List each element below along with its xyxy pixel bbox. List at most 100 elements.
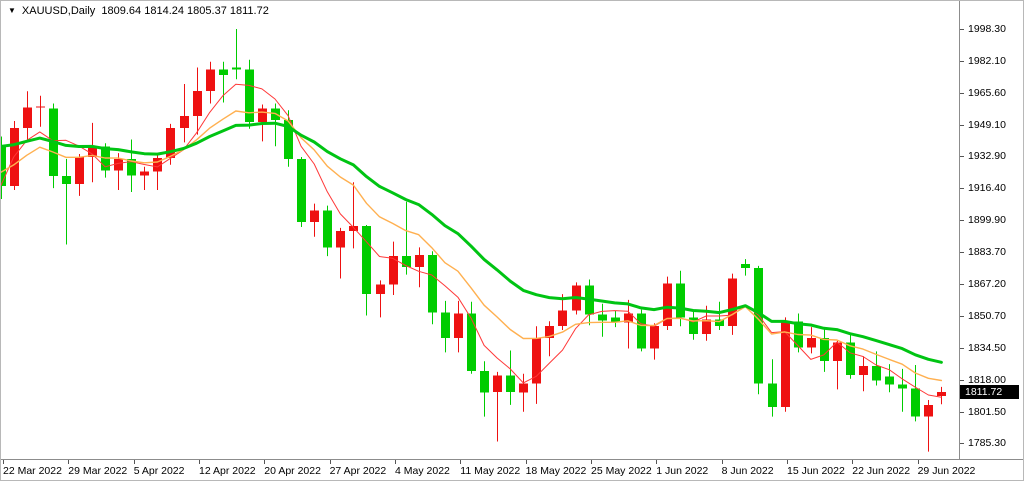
price-axis-tick (960, 284, 964, 285)
candle-body (754, 267, 763, 384)
candle-body (702, 319, 711, 334)
candle-body (807, 337, 816, 348)
candle-body (258, 108, 267, 122)
time-axis-label: 1 Jun 2022 (656, 465, 709, 477)
candle-body (480, 370, 489, 393)
candle-body (166, 127, 175, 158)
candle-body (781, 321, 790, 407)
time-axis-label: 29 Mar 2022 (68, 465, 128, 477)
time-axis-tick (199, 460, 200, 464)
price-axis-label: 1883.70 (968, 245, 1006, 258)
candle-body (362, 226, 371, 295)
candle-body (532, 337, 541, 384)
price-axis-tick (960, 188, 964, 190)
price-axis-label: 1801.50 (968, 405, 1006, 418)
candle-body (467, 313, 476, 371)
price-axis-label: 1818.00 (968, 373, 1006, 386)
time-axis-tick (721, 460, 723, 464)
candle-body (402, 256, 411, 267)
price-axis-label: 1834.50 (968, 341, 1006, 354)
candle-body (506, 375, 515, 393)
price-axis-label: 1949.10 (968, 118, 1006, 131)
candle-body (389, 256, 398, 285)
price-axis-tick (960, 92, 964, 94)
price-axis-label: 1899.90 (968, 214, 1006, 227)
price-axis-label: 1965.60 (968, 86, 1006, 99)
price-axis-tick (960, 29, 964, 30)
price-axis-tick (960, 347, 964, 349)
time-axis-tick (3, 460, 4, 464)
candle-body (62, 175, 71, 185)
time-axis-tick (656, 460, 658, 464)
chart-title: ▼ XAUUSD,Daily 1809.64 1814.24 1805.37 18… (8, 5, 269, 17)
candle-body (650, 326, 659, 349)
time-axis-label: 25 May 2022 (591, 465, 652, 477)
candle-body (140, 171, 149, 176)
time-axis-label: 18 May 2022 (525, 465, 587, 477)
candle-body (637, 313, 646, 349)
current-price-badge: 1811.72 (960, 384, 1019, 399)
chart-symbol-label: XAUUSD,Daily (21, 5, 96, 17)
symbol-dropdown-icon[interactable]: ▼ (8, 6, 16, 15)
candle-body (323, 210, 332, 248)
candle-body (898, 384, 907, 389)
price-axis-label: 1932.90 (968, 150, 1006, 163)
candle-body (206, 69, 215, 91)
price-axis-tick (960, 124, 964, 126)
time-axis-label: 22 Jun 2022 (852, 465, 911, 477)
candle-body (88, 146, 97, 157)
ma-slow-line (1, 121, 943, 364)
candle-body (284, 120, 293, 159)
time-axis-tick (591, 460, 592, 464)
price-axis-tick (960, 220, 964, 222)
price-axis-label: 1982.10 (968, 54, 1006, 67)
candle-body (924, 404, 933, 417)
price-axis-label: 1785.30 (968, 437, 1006, 450)
price-axis-label: 1916.40 (968, 182, 1006, 195)
candle-body (768, 383, 777, 407)
ma-mid-line (1, 110, 943, 382)
price-axis-label: 1998.30 (968, 23, 1006, 35)
time-axis-label: 11 May 2022 (460, 465, 521, 477)
candle-body (911, 388, 920, 417)
candle-body (598, 314, 607, 321)
time-axis-tick (264, 460, 266, 464)
candle-body (75, 157, 84, 185)
candle-body (245, 69, 254, 122)
price-axis-tick (960, 251, 964, 253)
candle-body (153, 157, 162, 172)
chart-ohlc-values: 1809.64 1814.24 1805.37 1811.72 (101, 5, 269, 17)
candle-body (114, 158, 123, 171)
candle-body (624, 313, 633, 323)
candle-body (885, 376, 894, 385)
time-axis-tick (917, 460, 919, 464)
candle-body (349, 226, 358, 231)
time-axis-tick (133, 460, 135, 464)
price-axis-tick (960, 379, 964, 381)
candle-body (219, 69, 228, 76)
candle-body (846, 342, 855, 375)
time-axis-label: 29 Jun 2022 (917, 465, 976, 477)
time-axis-label: 4 May 2022 (395, 465, 450, 477)
time-axis-tick (460, 460, 462, 464)
candle-body (689, 317, 698, 334)
price-axis[interactable]: 1811.72 1998.30 1982.10 1965.60 1949.10 1932… (960, 1, 1023, 459)
candle-body (519, 383, 528, 393)
candle-body (232, 67, 241, 70)
candle-body (715, 319, 724, 327)
candle-body (872, 366, 881, 381)
price-axis-tick (960, 411, 964, 413)
candlestick-chart[interactable] (1, 1, 959, 459)
time-axis-tick (68, 460, 70, 464)
candle-body (454, 313, 463, 338)
candle-body (545, 326, 554, 338)
time-axis-label: 20 Apr 2022 (264, 465, 321, 477)
time-axis[interactable]: 22 Mar 2022 29 Mar 2022 5 Apr 2022 12 Apr 2… (1, 460, 1023, 480)
candle-body (127, 158, 136, 176)
candlestick-chart-area[interactable]: ▼ XAUUSD,Daily 1809.64 1814.24 1805.37 18… (1, 1, 959, 459)
price-axis-label: 1850.70 (968, 310, 1006, 322)
time-axis-label: 5 Apr 2022 (133, 465, 185, 477)
price-axis-label: 1867.20 (968, 278, 1006, 290)
candle-body (728, 278, 737, 327)
